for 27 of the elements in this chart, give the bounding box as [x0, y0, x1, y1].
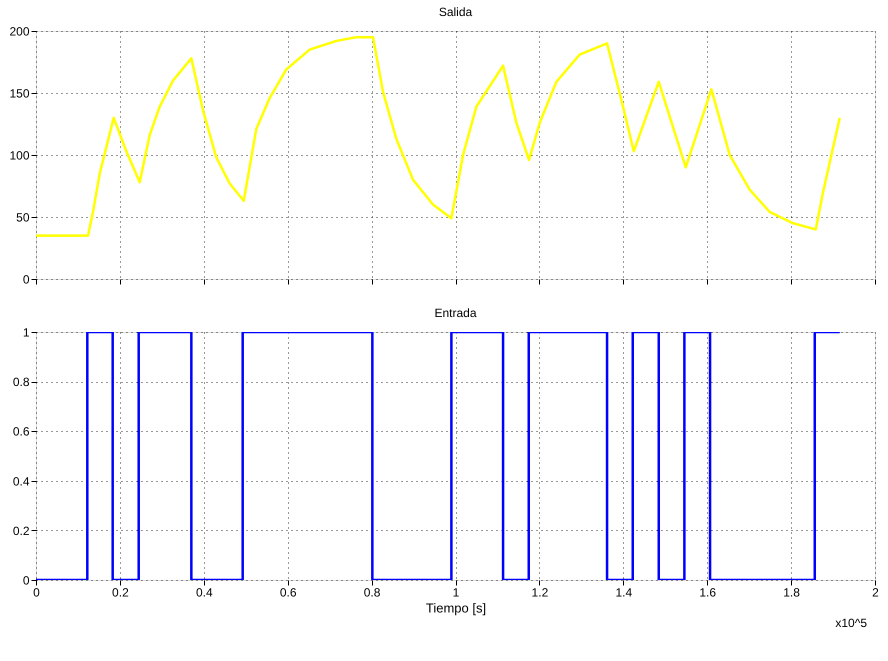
x-axis-title: Tiempo [s] [426, 600, 486, 616]
y-tick-label: 0.4 [12, 474, 30, 488]
x-tick-label: 2 [872, 586, 880, 600]
x-tick-label: 1.6 [699, 586, 716, 600]
x-tick-label: 1.4 [615, 586, 632, 600]
y-tick-label: 200 [9, 24, 30, 38]
chart-title: Salida [438, 5, 473, 19]
y-tick-label: 0 [22, 272, 30, 286]
x-tick-label: 0.8 [364, 586, 381, 600]
x-tick-label: 0.4 [196, 586, 213, 600]
x-tick-label: 0.6 [280, 586, 297, 600]
y-tick-label: 0.8 [12, 375, 30, 390]
line-series [36, 36, 842, 237]
y-tick-label: 0.6 [12, 424, 30, 439]
x-tick-label: 0.2 [112, 586, 130, 600]
y-tick-label: 50 [16, 210, 30, 224]
x-tick-label: 0 [33, 586, 40, 600]
y-tick-label: 0.2 [12, 524, 30, 538]
chart-title: Entrada [434, 306, 477, 320]
y-tick-label: 100 [9, 148, 30, 162]
y-tick-label: 1 [22, 326, 30, 340]
y-tick-label: 150 [9, 86, 30, 100]
y-tick-label: 0 [22, 574, 30, 588]
x-tick-label: 1 [452, 586, 460, 600]
x-tick-label: 1.8 [783, 586, 800, 600]
x-tick-label: 1.2 [532, 586, 549, 600]
text: x10^5 [835, 616, 868, 630]
